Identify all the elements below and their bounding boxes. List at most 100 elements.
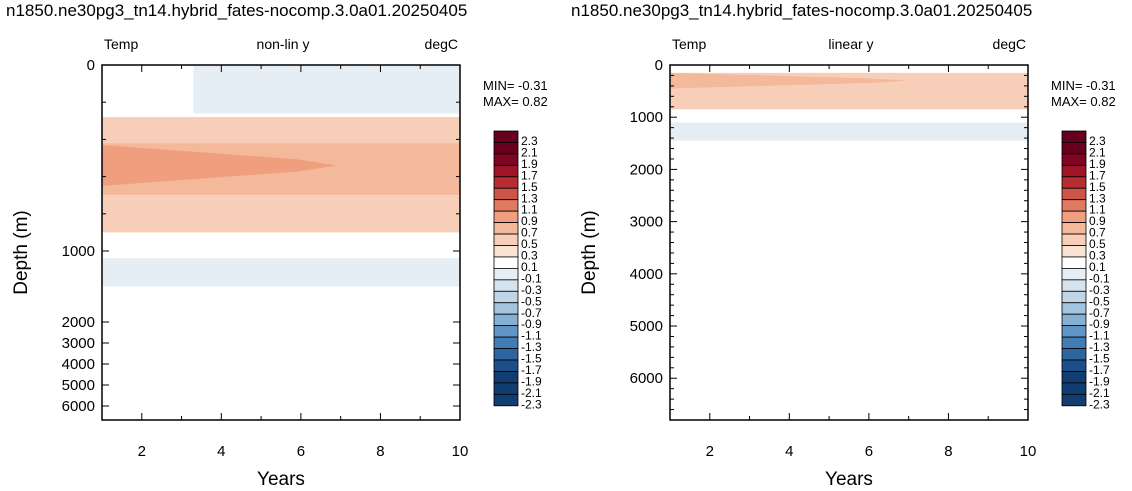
- y-tick-label: 4000: [62, 356, 95, 373]
- colorbar-box: [493, 382, 519, 395]
- colorbar-box: [1061, 267, 1087, 281]
- min-stat: MIN= -0.31: [483, 78, 548, 93]
- colorbar-box: [1061, 393, 1087, 407]
- colorbar-box: [493, 130, 519, 143]
- colorbar-box: [1061, 233, 1087, 246]
- variable-label: Temp: [104, 36, 138, 52]
- colorbar-box: [493, 245, 519, 258]
- colorbar-label: 1.7: [1089, 168, 1106, 182]
- colorbar-label: -1.7: [1089, 363, 1110, 377]
- colorbar-label: -1.3: [521, 340, 542, 354]
- y-tick-label: 0: [655, 57, 663, 74]
- colorbar-box: [493, 348, 519, 361]
- colorbar-box: [1061, 142, 1087, 155]
- contour-band: [113, 65, 122, 92]
- x-tick-label: 8: [944, 443, 952, 460]
- y-tick-label: 4000: [630, 266, 663, 283]
- colorbar-box: [1061, 153, 1087, 166]
- colorbar-label: -0.9: [1089, 317, 1110, 331]
- y-tick-label: 1000: [62, 243, 95, 260]
- contour-band: [102, 117, 460, 144]
- colorbar-label: 1.5: [1089, 180, 1106, 194]
- colorbar-label: -0.1: [521, 271, 542, 285]
- scale-label: non-lin y: [257, 36, 310, 52]
- contour-band: [670, 140, 1028, 149]
- colorbar-label: -1.1: [1089, 329, 1110, 343]
- colorbar-label: 1.7: [521, 168, 538, 182]
- colorbar-box: [493, 371, 519, 384]
- colorbar-box: [493, 164, 519, 178]
- x-tick-label: 6: [865, 443, 873, 460]
- colorbar-box: [1061, 187, 1087, 201]
- colorbar-label: 1.1: [1089, 203, 1106, 217]
- colorbar-box: [1061, 256, 1087, 269]
- x-tick-label: 10: [452, 443, 469, 460]
- colorbar-box: [493, 176, 519, 189]
- colorbar-label: -1.5: [1089, 352, 1110, 366]
- x-tick-label: 4: [217, 443, 225, 460]
- colorbar-label: 0.1: [521, 260, 538, 274]
- colorbar-box: [1061, 176, 1087, 189]
- colorbar-box: [1061, 210, 1087, 223]
- colorbar-label: 2.3: [521, 134, 538, 148]
- colorbar-box: [1061, 302, 1087, 315]
- y-tick-label: 1000: [630, 109, 663, 126]
- colorbar-label: -2.3: [521, 397, 542, 411]
- colorbar-label: -0.5: [521, 294, 542, 308]
- panel-2-title: n1850.ne30pg3_tn14.hybrid_fates-nocomp.3…: [571, 1, 1033, 20]
- colorbar-label: 0.1: [1089, 260, 1106, 274]
- x-axis-title: Years: [257, 469, 305, 490]
- y-tick-label: 5000: [630, 318, 663, 335]
- plot-area-2: [670, 65, 1028, 420]
- colorbar-box: [1061, 245, 1087, 258]
- colorbar-label: -2.3: [1089, 397, 1110, 411]
- scale-label: linear y: [828, 36, 873, 52]
- y-axis-title: Depth (m): [11, 210, 32, 294]
- colorbar-box: [1061, 279, 1087, 292]
- max-stat: MAX= 0.82: [483, 94, 548, 109]
- colorbar-label: 2.3: [1089, 134, 1106, 148]
- colorbar-box: [1061, 199, 1087, 212]
- colorbar-box: [493, 302, 519, 315]
- colorbar-label: -0.7: [1089, 306, 1110, 320]
- contour-band: [102, 195, 460, 233]
- colorbar-label: -0.3: [521, 283, 542, 297]
- contour-band: [102, 286, 460, 294]
- colorbar-label: -1.9: [1089, 374, 1110, 388]
- colorbar-label: -0.7: [521, 306, 542, 320]
- colorbar-label: -0.3: [1089, 283, 1110, 297]
- colorbar-label: -1.1: [521, 329, 542, 343]
- colorbar-box: [493, 290, 519, 304]
- colorbar-box: [493, 199, 519, 212]
- colorbar-box: [493, 336, 519, 349]
- colorbar-label: -2.1: [521, 386, 542, 400]
- contour-band: [670, 72, 909, 89]
- colorbar-box: [1061, 290, 1087, 304]
- colorbar-box: [1061, 325, 1087, 338]
- colorbar-label: 0.9: [1089, 214, 1106, 228]
- colorbar-box: [1061, 382, 1087, 395]
- colorbar-box: [1061, 359, 1087, 372]
- contour-band: [670, 122, 1028, 141]
- units-label: degC: [425, 36, 458, 52]
- colorbar-box: [493, 222, 519, 235]
- colorbar-box: [493, 393, 519, 407]
- min-stat: MIN= -0.31: [1051, 78, 1116, 93]
- colorbar-label: 0.7: [1089, 226, 1106, 240]
- panel-1-title: n1850.ne30pg3_tn14.hybrid_fates-nocomp.3…: [6, 1, 468, 20]
- y-tick-label: 6000: [630, 370, 663, 387]
- colorbar-label: -1.7: [521, 363, 542, 377]
- colorbar-box: [493, 313, 519, 327]
- x-tick-label: 6: [297, 443, 305, 460]
- colorbar-label: -1.9: [521, 374, 542, 388]
- contour-band: [102, 144, 337, 186]
- x-tick-label: 4: [785, 443, 793, 460]
- plot-frame-1: [101, 64, 461, 421]
- colorbar-box: [493, 153, 519, 166]
- colorbar-box: [1061, 222, 1087, 235]
- colorbar-box: [1061, 313, 1087, 327]
- y-tick-label: 3000: [62, 335, 95, 352]
- colorbar-label: 2.1: [1089, 145, 1106, 159]
- colorbar-label: 0.7: [521, 226, 538, 240]
